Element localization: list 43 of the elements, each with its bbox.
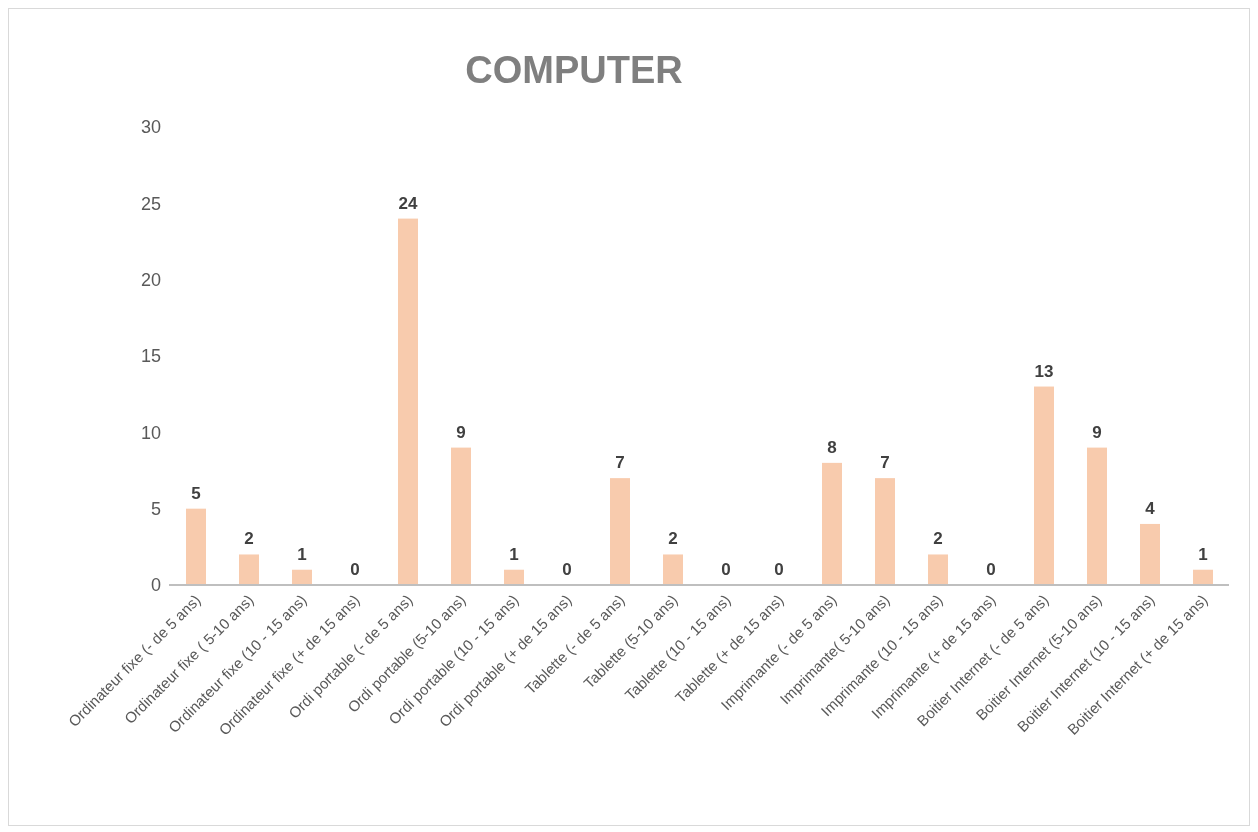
bar xyxy=(1087,447,1107,585)
bar xyxy=(1034,386,1054,585)
data-label: 1 xyxy=(1198,544,1208,564)
bar xyxy=(1140,523,1160,585)
bar xyxy=(239,554,259,585)
bar xyxy=(504,569,524,585)
data-label: 2 xyxy=(668,529,678,549)
data-label: 0 xyxy=(986,560,996,579)
bar xyxy=(663,554,683,585)
bar xyxy=(928,554,948,585)
data-label: 2 xyxy=(244,529,254,549)
data-label: 1 xyxy=(509,544,519,564)
chart-title: COMPUTER xyxy=(464,49,684,92)
y-tick-label: 0 xyxy=(150,575,161,596)
data-label: 2 xyxy=(933,529,943,549)
bar xyxy=(610,478,630,585)
data-label: 0 xyxy=(774,560,784,579)
y-tick-label: 5 xyxy=(150,499,161,520)
data-label: 0 xyxy=(721,560,731,579)
data-label: 5 xyxy=(191,483,201,503)
data-label: 9 xyxy=(1092,422,1102,442)
y-tick-label: 15 xyxy=(140,346,161,367)
data-label: 0 xyxy=(350,560,360,579)
data-label: 9 xyxy=(456,422,466,442)
y-tick-label: 25 xyxy=(140,193,161,214)
data-label: 7 xyxy=(880,453,890,473)
y-tick-label: 10 xyxy=(140,422,161,443)
data-label: 0 xyxy=(562,560,572,579)
bar xyxy=(398,218,418,585)
y-tick-label: 20 xyxy=(140,270,161,291)
data-label: 7 xyxy=(615,453,625,473)
data-label: 4 xyxy=(1145,498,1156,518)
bar xyxy=(875,478,895,585)
data-label: 8 xyxy=(827,437,837,457)
data-label: 13 xyxy=(1034,361,1054,381)
bar xyxy=(186,508,206,585)
bar xyxy=(451,447,471,585)
bar xyxy=(1193,569,1213,585)
bar xyxy=(822,462,842,585)
y-tick-label: 30 xyxy=(140,117,161,138)
data-label: 24 xyxy=(398,193,418,213)
bar xyxy=(292,569,312,585)
data-label: 1 xyxy=(297,544,307,564)
